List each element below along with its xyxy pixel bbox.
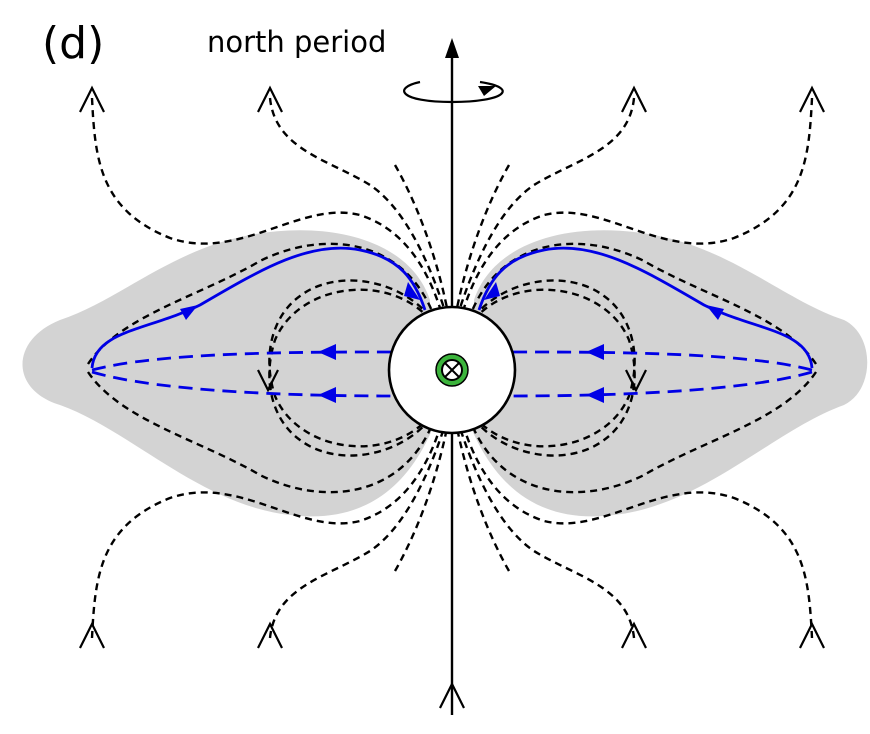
left-shaded-region <box>23 230 433 516</box>
rotation-arrowhead <box>478 86 496 96</box>
title: north period <box>207 25 386 59</box>
panel-label: (d) <box>42 18 104 69</box>
diagram: (d) north period <box>0 0 870 734</box>
field-into-page-symbol <box>436 354 468 386</box>
axis-arrowhead <box>445 38 459 58</box>
